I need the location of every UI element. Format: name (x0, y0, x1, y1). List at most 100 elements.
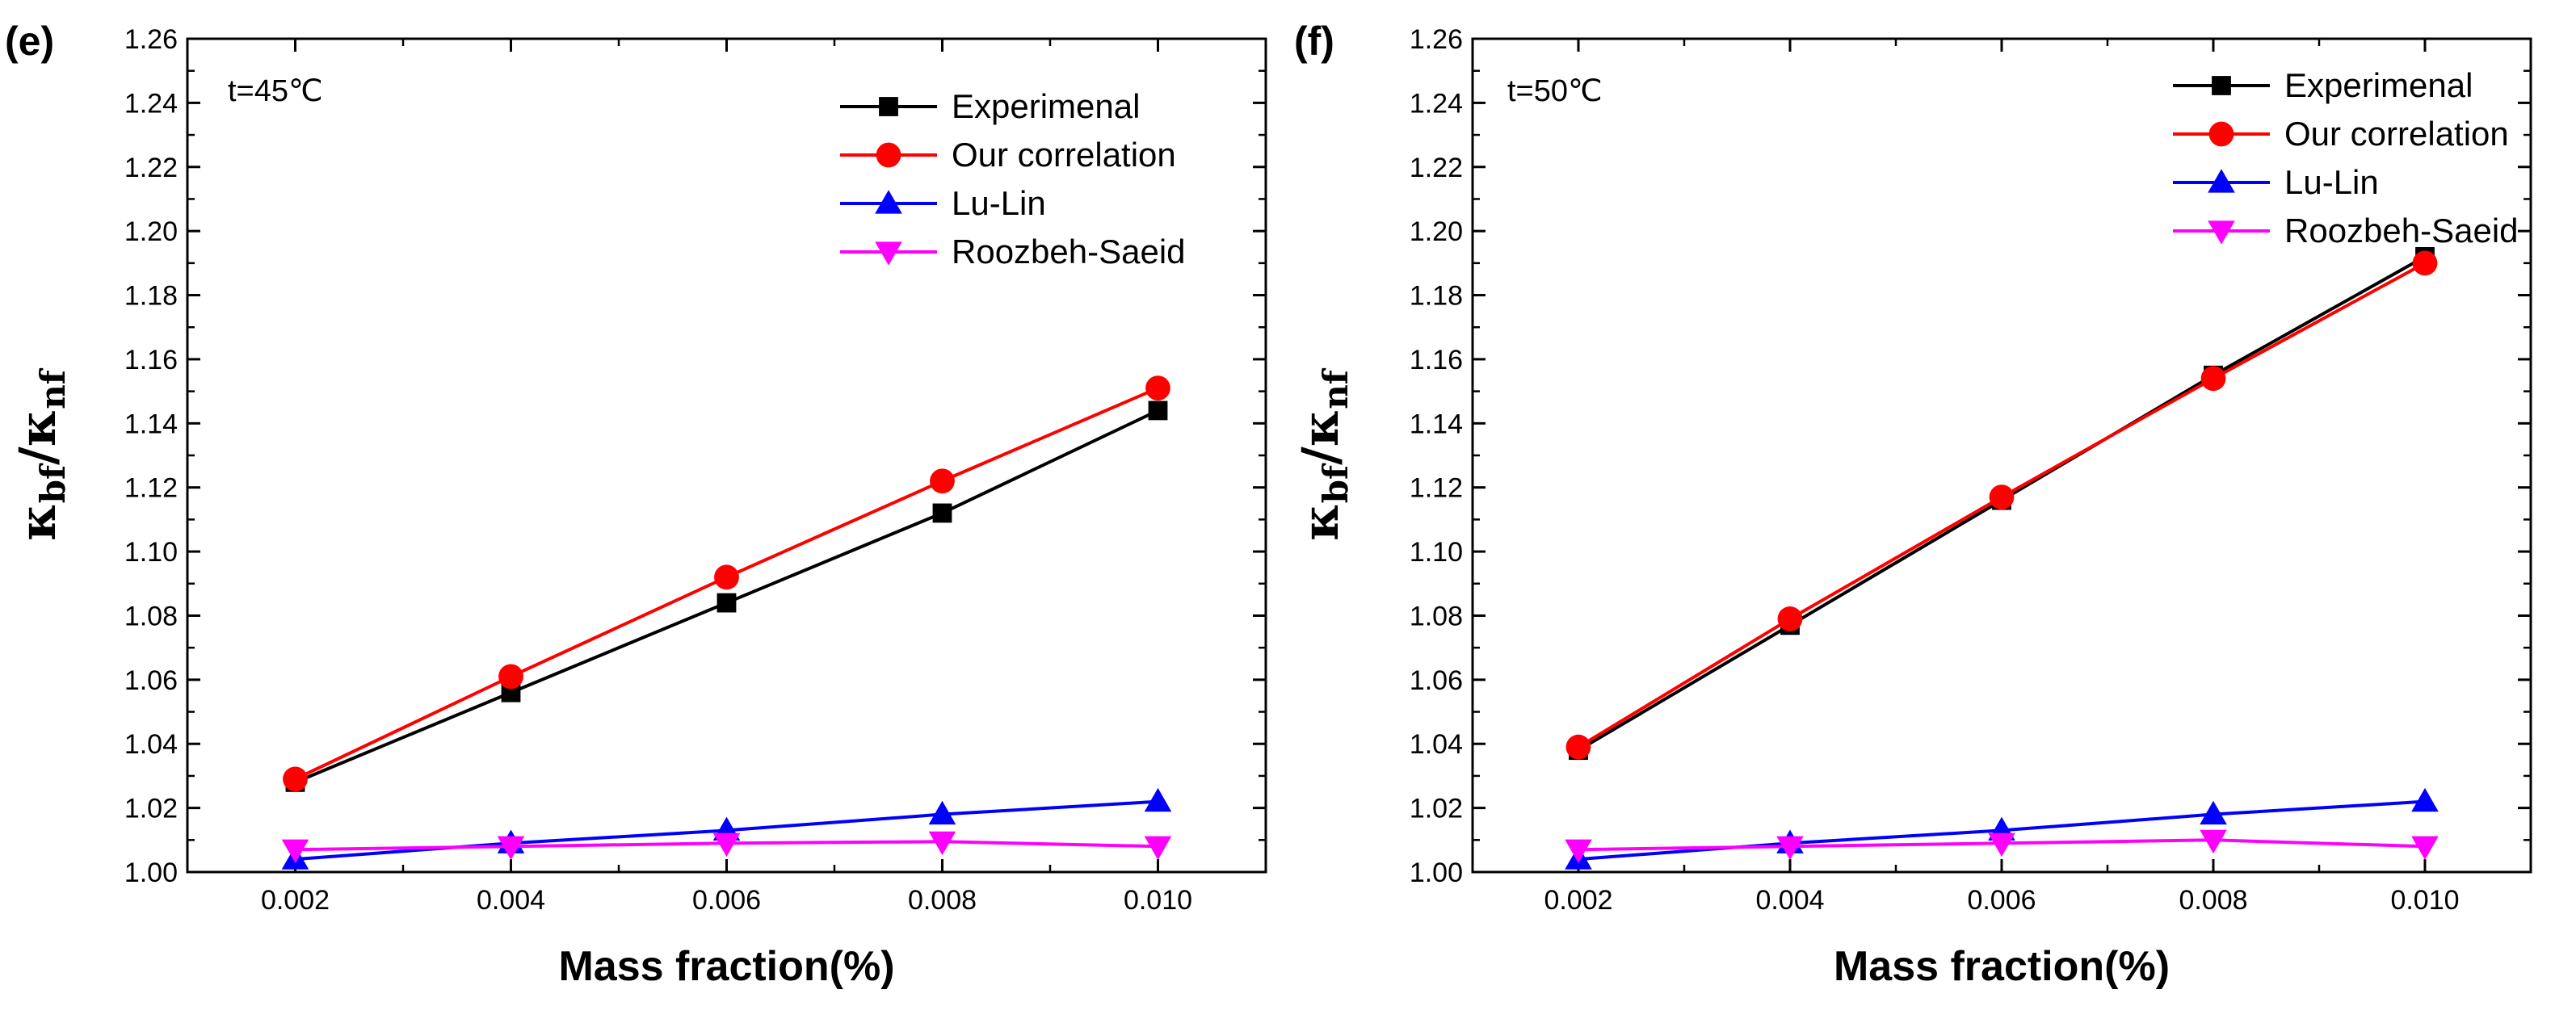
data-point (2412, 250, 2438, 276)
y-tick-label: 1.08 (124, 601, 178, 631)
legend-marker (2208, 220, 2235, 245)
data-point (2200, 800, 2227, 825)
data-point (1989, 484, 2015, 510)
x-tick-label: 0.004 (477, 885, 545, 916)
legend-marker (2212, 76, 2231, 95)
data-point (1777, 606, 1803, 631)
data-point (928, 831, 956, 856)
y-tick-label: 1.12 (1410, 473, 1463, 504)
y-axis-title-base1: κ (1291, 503, 1350, 540)
data-point (1144, 836, 1172, 861)
y-tick-label: 1.06 (124, 665, 178, 696)
data-point (281, 839, 309, 864)
y-tick-label: 1.24 (1410, 88, 1463, 119)
series-our-correlation (283, 375, 1170, 792)
panel-f: 1.00 1.02 1.04 1.06 1.08 1.10 1.12 1.14 1.16 1.18… (1291, 19, 2532, 990)
y-tick-label: 1.10 (1410, 537, 1463, 568)
legend: Experimenal Our correlation Lu-Lin Roozbeh-… (840, 87, 1186, 270)
x-axis-title: Mass fraction(%) (558, 943, 894, 990)
x-tick-label: 0.006 (1967, 885, 2036, 916)
x-tick-label: 0.004 (1755, 885, 1824, 916)
y-axis-title-slash: / (8, 447, 67, 465)
legend-marker (2208, 121, 2234, 147)
y-axis-title: κbf/κnf (1291, 367, 1355, 541)
y-tick-label: 1.06 (1410, 665, 1463, 696)
y-tick-label: 1.22 (1410, 153, 1463, 183)
y-tick-label: 1.08 (1410, 601, 1463, 631)
x-tick-label: 0.006 (692, 885, 761, 916)
data-point (928, 800, 956, 825)
x-tick-label: 0.008 (2179, 885, 2247, 916)
x-tick-label: 0.010 (1124, 885, 1192, 916)
legend-label: Lu-Lin (952, 184, 1046, 222)
data-point (1145, 375, 1170, 401)
y-axis-title-base1: κ (8, 503, 67, 540)
y-axis-title-sub1: bf (1316, 463, 1355, 503)
legend-label: Roozbeh-Saeid (2284, 212, 2519, 250)
y-tick-label: 1.20 (1410, 216, 1463, 247)
series-roozbeh-saeid (281, 831, 1172, 864)
legend-label: Experimenal (952, 87, 1140, 125)
data-point (283, 766, 308, 792)
data-point (1565, 734, 1591, 760)
legend-marker (875, 241, 902, 266)
y-tick-label: 1.14 (1410, 409, 1463, 439)
legend-marker (879, 97, 898, 116)
legend-label: Roozbeh-Saeid (952, 233, 1186, 270)
legend-label: Our correlation (952, 136, 1176, 174)
series-roozbeh-saeid (1565, 829, 2439, 864)
legend-label: Our correlation (2284, 115, 2509, 153)
y-axis-title-base2: κ (8, 409, 67, 447)
y-tick-label: 1.20 (124, 216, 178, 247)
data-point (1565, 839, 1592, 864)
data-point (2411, 787, 2439, 812)
y-tick-label: 1.12 (124, 473, 178, 504)
x-tick-label: 0.008 (908, 885, 977, 916)
y-tick-label: 1.24 (124, 88, 178, 119)
y-tick-label: 1.18 (1410, 281, 1463, 312)
y-tick-label: 1.02 (124, 794, 178, 824)
data-point (498, 664, 523, 690)
data-point (712, 832, 741, 858)
data-point (2200, 829, 2227, 854)
legend-marker (2208, 169, 2235, 193)
y-tick-label: 1.14 (124, 409, 178, 439)
y-tick-label: 1.04 (124, 729, 178, 760)
temperature-annotation: t=50℃ (1507, 74, 1603, 108)
y-axis-title-base2: κ (1291, 409, 1350, 447)
data-point (1988, 832, 2015, 858)
y-tick-label: 1.18 (124, 281, 178, 312)
y-axis-title-sub1: bf (33, 463, 73, 503)
data-point (2411, 836, 2439, 861)
data-point (1776, 836, 1804, 861)
y-axis-title-sub2: nf (1316, 367, 1355, 409)
series-lu-lin (281, 787, 1172, 870)
x-tick-label: 0.002 (1544, 885, 1612, 916)
data-point (716, 593, 737, 613)
legend-label: Experimenal (2284, 66, 2473, 104)
legend-label: Lu-Lin (2284, 163, 2379, 201)
y-tick-label: 1.16 (124, 345, 178, 375)
y-tick-label: 1.26 (124, 24, 178, 55)
series-lu-lin (1565, 787, 2439, 870)
data-point (714, 564, 739, 590)
y-axis-title-sub2: nf (33, 367, 73, 409)
data-point (932, 503, 952, 523)
panel-label: (e) (5, 19, 54, 64)
x-tick-label: 0.002 (261, 885, 330, 916)
x-tick-label: 0.010 (2390, 885, 2459, 916)
y-tick-label: 1.04 (1410, 729, 1463, 760)
legend: Experimenal Our correlation Lu-Lin Roozbeh-… (2173, 66, 2519, 250)
data-point (2200, 366, 2226, 392)
panel-e: 1.00 1.02 1.04 1.06 1.08 1.10 1.12 1.14 1.16 1.18… (5, 19, 1267, 990)
legend-marker (875, 190, 902, 214)
y-tick-label: 1.00 (124, 858, 178, 888)
data-point (1148, 400, 1168, 421)
y-axis-title: κbf/κnf (8, 367, 73, 541)
y-tick-label: 1.26 (1410, 24, 1463, 55)
data-point (930, 468, 955, 494)
series-our-correlation (1565, 250, 2438, 760)
legend-marker (876, 142, 901, 168)
y-tick-label: 1.10 (124, 537, 178, 568)
